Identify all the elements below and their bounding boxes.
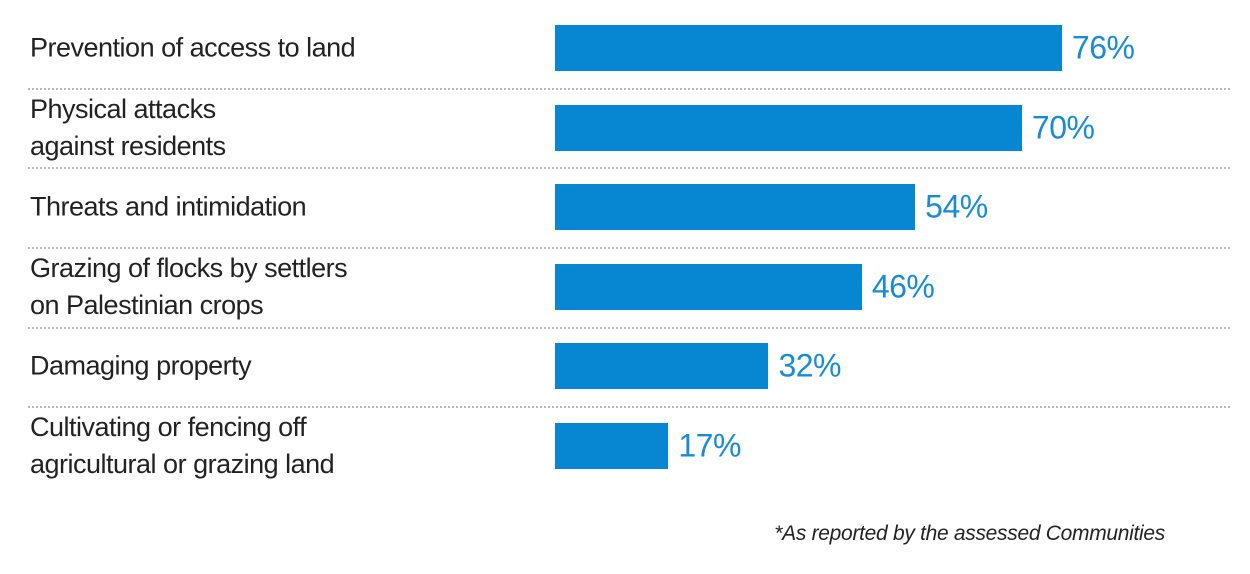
row-separator: [28, 167, 1230, 170]
bar: [555, 184, 916, 231]
value-label: 54%: [925, 188, 988, 225]
bar: [555, 423, 669, 469]
category-label: Cultivating or fencing off agricultural …: [30, 412, 335, 479]
value-label: 32%: [778, 347, 841, 384]
category-label: Grazing of flocks by settlers on Palesti…: [30, 252, 348, 320]
row-separator: [28, 406, 1230, 409]
bar: [555, 263, 862, 310]
row-separator: [28, 247, 1230, 249]
bar: [555, 104, 1022, 151]
footnote: *As reported by the assessed Communities: [774, 522, 1165, 545]
row-separator: [28, 87, 1230, 90]
value-label: 76%: [1071, 29, 1135, 66]
category-label: Damaging property: [30, 350, 252, 381]
value-label: 17%: [678, 427, 741, 464]
category-label: Threats and intimidation: [30, 191, 307, 222]
value-label: 46%: [871, 268, 935, 305]
row-separator: [28, 326, 1230, 329]
category-label: Physical attacks against residents: [30, 93, 226, 161]
bar: [555, 25, 1062, 71]
category-label: Prevention of access to land: [30, 32, 356, 63]
value-label: 70%: [1031, 109, 1095, 146]
bar: [555, 343, 769, 390]
